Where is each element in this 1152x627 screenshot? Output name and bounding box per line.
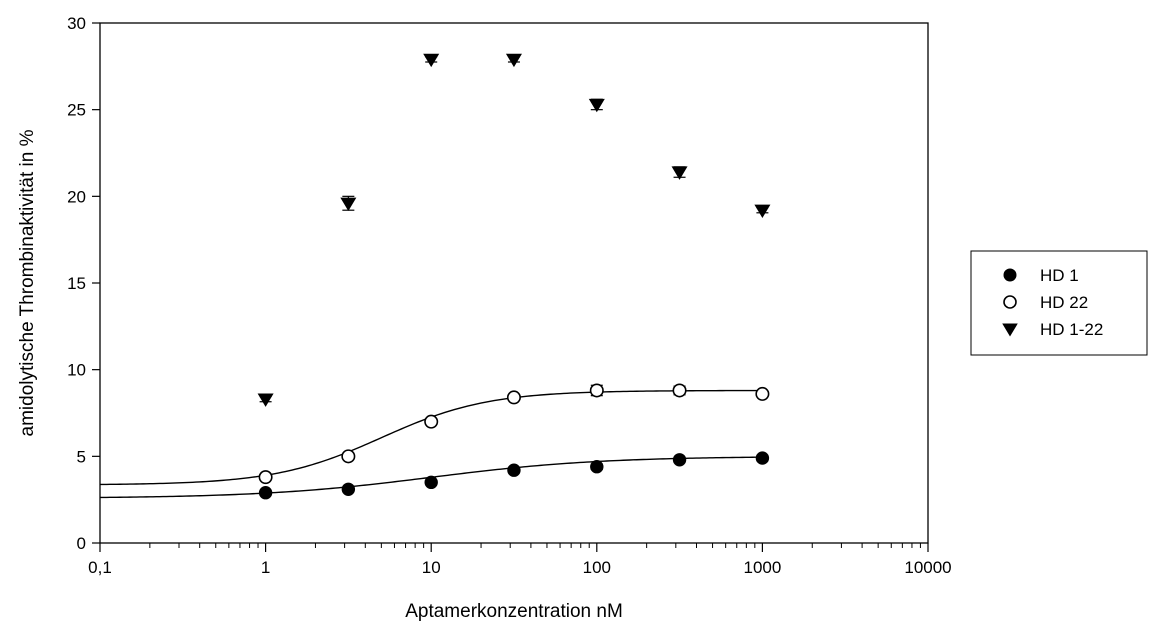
data-point: [424, 414, 439, 429]
data-points: [257, 53, 771, 500]
data-point: [754, 204, 771, 218]
data-point: [755, 386, 770, 401]
data-point: [340, 197, 357, 212]
legend-box: [970, 250, 1148, 356]
y-tick-label: 20: [67, 187, 86, 206]
data-point: [506, 390, 521, 405]
data-point: [1002, 323, 1018, 337]
data-point: [505, 53, 522, 68]
data-point: [1003, 268, 1017, 282]
x-tick-label: 100: [583, 558, 611, 577]
data-point: [258, 470, 273, 485]
data-point: [423, 53, 440, 68]
x-tick-label: 10: [422, 558, 441, 577]
legend: HD 1 HD 22 HD 1-22: [970, 250, 1148, 356]
y-axis-title: amidolytische Thrombinaktivität in %: [17, 129, 38, 436]
x-tick-label: 0,1: [88, 558, 112, 577]
data-point: [257, 393, 274, 407]
data-point: [507, 463, 521, 477]
y-tick-label: 10: [67, 361, 86, 380]
data-point: [671, 166, 688, 180]
x-tick-label: 10000: [904, 558, 951, 577]
y-tick-label: 15: [67, 274, 86, 293]
y-tick-label: 30: [67, 14, 86, 33]
y-tick-label: 0: [77, 534, 86, 553]
data-point: [590, 460, 604, 474]
fit-curve: [99, 389, 763, 486]
y-tick-label: 5: [77, 447, 86, 466]
legend-label: HD 1: [1040, 266, 1079, 285]
x-tick-label: 1000: [743, 558, 781, 577]
x-axis-title: Aptamerkonzentration nM: [405, 601, 623, 622]
x-tick-label: 1: [261, 558, 270, 577]
data-point: [755, 451, 770, 465]
data-point: [672, 383, 687, 398]
legend-label: HD 1-22: [1040, 320, 1103, 339]
y-tick-label: 25: [67, 101, 86, 120]
data-point: [588, 98, 605, 113]
data-point: [258, 486, 273, 500]
legend-label: HD 22: [1040, 293, 1088, 312]
data-point: [341, 449, 356, 464]
data-point: [589, 383, 604, 398]
data-point: [672, 453, 687, 467]
data-point: [1003, 295, 1017, 309]
axes: 0,1 1 10 100 1000 10000 0 5 10 15 20 25 30: [67, 14, 952, 577]
data-point: [341, 482, 356, 496]
data-point: [424, 475, 438, 490]
